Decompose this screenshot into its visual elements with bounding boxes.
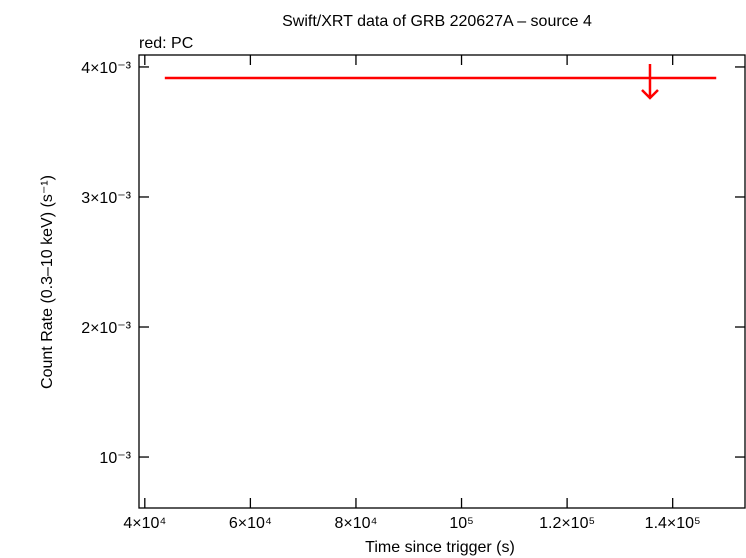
y-tick-label: 3×10⁻³ [81, 190, 131, 207]
x-tick-label: 1.4×10⁵ [645, 515, 701, 532]
x-tick-label: 8×10⁴ [334, 515, 377, 532]
x-tick-label: 10⁵ [449, 515, 473, 532]
y-tick-label: 4×10⁻³ [81, 60, 131, 77]
y-tick-label: 10⁻³ [99, 450, 131, 467]
subtitle: red: PC [139, 35, 193, 52]
x-tick-label: 4×10⁴ [123, 515, 166, 532]
y-tick-label: 2×10⁻³ [81, 320, 131, 337]
x-tick-label: 1.2×10⁵ [539, 515, 595, 532]
x-tick-label: 6×10⁴ [229, 515, 272, 532]
upper-limit-arrow [641, 64, 659, 100]
plot-frame [138, 54, 746, 509]
chart-title: Swift/XRT data of GRB 220627A – source 4 [282, 13, 592, 30]
x-axis-label: Time since trigger (s) [365, 539, 515, 556]
y-axis-label: Count Rate (0.3–10 keV) (s⁻¹) [39, 175, 56, 389]
